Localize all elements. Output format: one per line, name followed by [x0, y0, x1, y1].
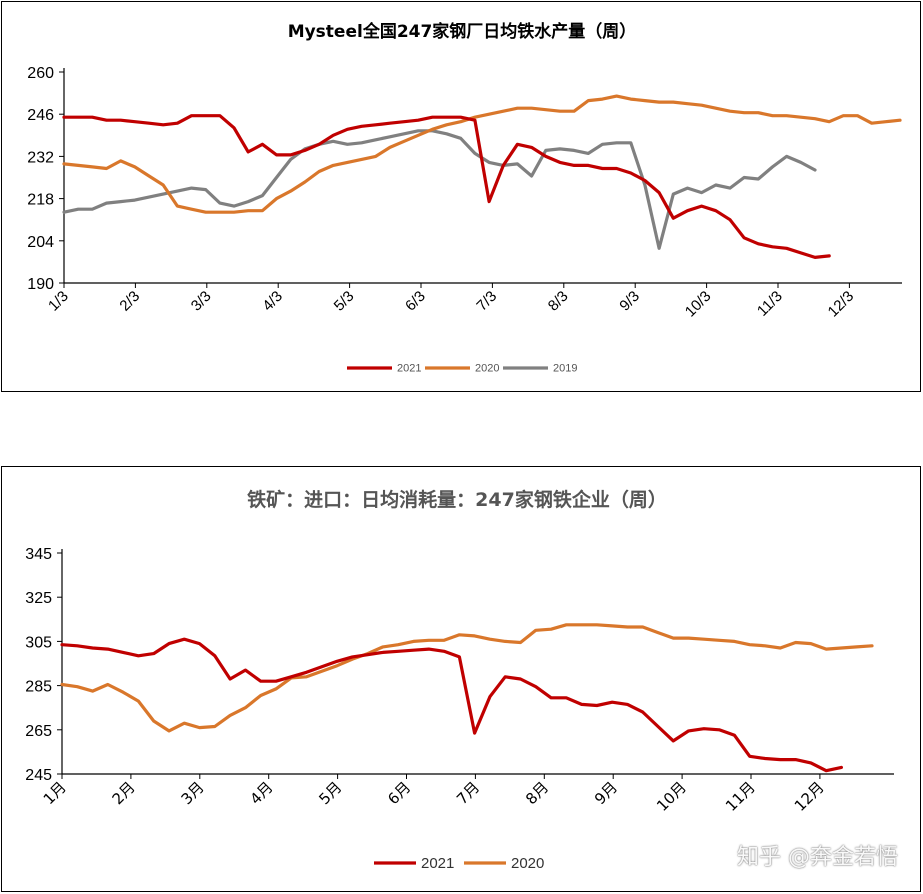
- chart-title: 铁矿：进口：日均消耗量：247家钢铁企业（周）: [247, 488, 667, 511]
- x-tick-label: 4/3: [259, 288, 286, 315]
- series-line-2019: [62, 129, 817, 250]
- series-line-2020: [60, 623, 874, 733]
- y-tick-label: 285: [25, 679, 52, 696]
- y-tick-label: 204: [27, 234, 54, 251]
- series-line-2020: [62, 94, 902, 214]
- x-tick-label: 7/3: [473, 288, 500, 315]
- x-tick-label: 6/3: [402, 288, 429, 315]
- y-tick-label: 260: [27, 65, 54, 82]
- y-tick-label: 265: [25, 723, 52, 740]
- legend-label-2021: 2021: [421, 855, 454, 872]
- x-tick-label: 4月: [246, 778, 276, 808]
- x-tick-label: 9月: [591, 778, 621, 808]
- x-tick-label: 5月: [315, 778, 345, 808]
- legend-label-2019: 2019: [553, 363, 577, 375]
- chart-panel-iron-ore: 铁矿：进口：日均消耗量：247家钢铁企业（周） 345 325 305 285 265 2…: [1, 466, 921, 892]
- x-tick-label: 12/3: [825, 288, 858, 321]
- y-tick-label: 218: [27, 192, 54, 209]
- x-tick-label: 3/3: [188, 288, 215, 315]
- x-tick-label: 3月: [178, 778, 208, 808]
- chart-panel-pig-iron: Mysteel全国247家钢厂日均铁水产量（周） 260 246 232 218 204…: [1, 1, 921, 392]
- y-tick-label: 325: [25, 590, 52, 607]
- y-tick-label: 246: [27, 107, 54, 124]
- y-tick-label: 232: [27, 149, 54, 166]
- series-line-2021: [60, 637, 844, 773]
- x-tick-label: 12月: [791, 778, 828, 815]
- x-tick-label: 9/3: [616, 288, 643, 315]
- x-tick-label: 7月: [453, 778, 483, 808]
- x-tick-label: 8/3: [545, 288, 572, 315]
- chart-title: Mysteel全国247家钢厂日均铁水产量（周）: [288, 21, 637, 42]
- pig-iron-chart: Mysteel全国247家钢厂日均铁水产量（周） 260 246 232 218 204…: [27, 21, 902, 375]
- x-tick-label: 5/3: [331, 288, 358, 315]
- x-tick-label: 8月: [522, 778, 552, 808]
- series-line-2021: [62, 114, 831, 259]
- y-tick-label: 190: [27, 276, 54, 293]
- legend-label-2020: 2020: [475, 363, 499, 375]
- x-tick-label: 11月: [722, 778, 759, 815]
- x-tick-label: 11/3: [754, 288, 786, 320]
- y-tick-label: 245: [25, 767, 52, 784]
- legend-label-2021: 2021: [397, 363, 421, 375]
- legend-label-2020: 2020: [511, 855, 544, 872]
- iron-ore-chart: 铁矿：进口：日均消耗量：247家钢铁企业（周） 345 325 305 285 265 2…: [25, 488, 894, 872]
- y-tick-label: 345: [25, 546, 52, 563]
- x-tick-label: 6月: [384, 778, 414, 808]
- y-tick-label: 305: [25, 634, 52, 651]
- x-tick-label: 2/3: [116, 288, 143, 315]
- x-tick-label: 2月: [109, 778, 139, 808]
- x-tick-label: 10月: [653, 778, 690, 815]
- x-tick-label: 10/3: [682, 288, 715, 321]
- watermark: 知乎 @奔金若悟: [737, 845, 898, 870]
